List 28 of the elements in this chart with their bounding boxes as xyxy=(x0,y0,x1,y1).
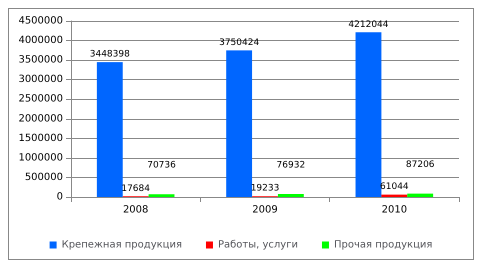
x-tick-label: 2009 xyxy=(252,204,278,216)
bar xyxy=(148,194,174,197)
y-tick-label: 3500000 xyxy=(18,54,63,66)
bar xyxy=(278,194,304,197)
y-tick-label: 2000000 xyxy=(18,113,63,124)
data-label: 76932 xyxy=(276,160,306,170)
bar xyxy=(226,50,252,197)
bar xyxy=(356,32,382,197)
data-label: 3448398 xyxy=(90,50,130,60)
y-tick-label: 2500000 xyxy=(18,94,63,105)
y-tick-label: 1000000 xyxy=(18,152,63,164)
bar xyxy=(407,194,434,197)
y-tick-label: 4500000 xyxy=(18,16,63,26)
y-tick-label: 500000 xyxy=(24,172,63,183)
data-label: 87206 xyxy=(406,160,435,170)
y-tick-label: 3000000 xyxy=(18,74,63,86)
legend-label: Работы, услуги xyxy=(218,240,298,250)
y-tick-label: 1500000 xyxy=(18,132,63,144)
x-tick-label: 2008 xyxy=(122,204,148,216)
data-label: 3750424 xyxy=(219,38,260,48)
y-tick-label: 0 xyxy=(56,192,63,202)
legend-label: Прочая продукция xyxy=(334,240,432,250)
data-label: 70736 xyxy=(147,160,176,171)
x-tick-label: 2010 xyxy=(382,204,408,216)
data-label: 4212044 xyxy=(348,20,389,30)
legend-label: Крепежная продукция xyxy=(62,240,182,250)
y-tick-label: 4000000 xyxy=(18,35,63,46)
bar xyxy=(96,62,123,197)
